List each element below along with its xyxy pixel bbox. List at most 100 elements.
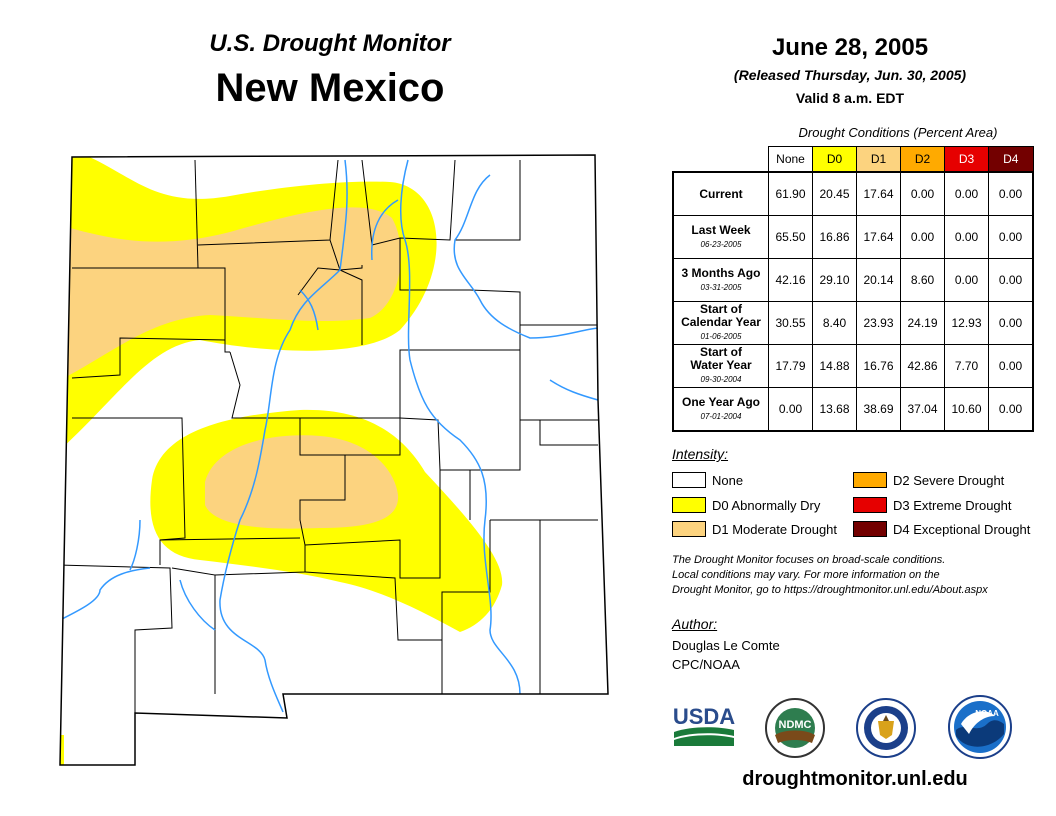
row-label-text: Start of: [700, 302, 742, 316]
state-title: New Mexico: [215, 66, 445, 110]
d1-area-south: [205, 435, 399, 529]
note-line: Local conditions may vary. For more info…: [672, 569, 940, 581]
table-row-one-year-ago: One Year Ago 07-01-2004 0.00 13.68 38.69 …: [672, 387, 1034, 432]
legend-label: D0 Abnormally Dry: [712, 497, 821, 513]
cell-value: 0.00: [900, 171, 945, 216]
legend-label: D1 Moderate Drought: [712, 521, 838, 537]
cell-value: 0.00: [900, 215, 945, 259]
cell-value: 61.90: [768, 171, 813, 216]
cell-value: 8.60: [900, 258, 945, 302]
rio-grande-river: [219, 159, 348, 713]
cell-value: 12.93: [944, 301, 989, 345]
col-header-d1: D1: [856, 146, 901, 173]
col-header-d2: D2: [900, 146, 945, 173]
row-label: Start of Calendar Year 01-06-2005: [672, 301, 769, 345]
disclaimer-note: The Drought Monitor focuses on broad-sca…: [672, 553, 1042, 598]
north-tributary: [299, 289, 319, 331]
legend-item-d4: D4 Exceptional Drought: [853, 521, 1030, 537]
east-branch: [549, 379, 599, 401]
row-label: 3 Months Ago 03-31-2005: [672, 258, 769, 302]
col-header-d4: D4: [988, 146, 1034, 173]
row-label-text: Current: [699, 186, 743, 201]
mid-tributary: [179, 579, 216, 631]
cell-value: 42.16: [768, 258, 813, 302]
cell-value: 23.93: [856, 301, 901, 345]
cell-value: 0.00: [988, 258, 1034, 302]
valid-time: Valid 8 a.m. EDT: [795, 90, 905, 106]
author-name: Douglas Le Comte: [672, 638, 780, 653]
cell-value: 0.00: [988, 215, 1034, 259]
cell-value: 14.88: [812, 344, 857, 388]
legend-item-d0: D0 Abnormally Dry: [672, 497, 820, 513]
row-label-text: Last Week: [691, 222, 751, 237]
row-date: 09-30-2004: [700, 375, 742, 384]
author-label: Author:: [672, 616, 718, 632]
cell-value: 17.64: [856, 171, 901, 216]
canadian-river: [453, 174, 599, 339]
cell-value: 0.00: [988, 301, 1034, 345]
report-date: June 28, 2005: [771, 34, 929, 61]
usda-logo-text: USDA: [673, 704, 735, 729]
table-row-3-months-ago: 3 Months Ago 03-31-2005 42.16 29.10 20.14…: [672, 258, 1034, 302]
cell-value: 0.00: [944, 258, 989, 302]
ndmc-logo: NDMC: [765, 698, 825, 758]
table-corner: [673, 146, 769, 173]
legend-swatch: [672, 521, 706, 537]
legend-label: D4 Exceptional Drought: [893, 521, 1031, 537]
cell-value: 0.00: [944, 171, 989, 216]
legend-item-d1: D1 Moderate Drought: [672, 521, 837, 537]
gila-river: [60, 567, 151, 621]
table-header-row: None D0 D1 D2 D3 D4: [673, 146, 1034, 173]
table-caption: Drought Conditions (Percent Area): [798, 125, 998, 140]
cell-value: 0.00: [768, 387, 813, 432]
cell-value: 17.79: [768, 344, 813, 388]
cell-value: 0.00: [988, 344, 1034, 388]
row-label: Current: [672, 171, 769, 216]
table-row-current: Current 61.90 20.45 17.64 0.00 0.00 0.00: [672, 171, 1034, 216]
cell-value: 30.55: [768, 301, 813, 345]
cell-value: 16.86: [812, 215, 857, 259]
table-row-start-water-year: Start of Water Year 09-30-2004 17.79 14.88…: [672, 344, 1034, 388]
cell-value: 29.10: [812, 258, 857, 302]
cell-value: 42.86: [900, 344, 945, 388]
drought-conditions-table: None D0 D1 D2 D3 D4 Current 61.90 20.45 …: [672, 146, 1034, 432]
table-row-start-calendar-year: Start of Calendar Year 01-06-2005 30.55 8.…: [672, 301, 1034, 345]
legend-label: D2 Severe Drought: [893, 472, 1005, 488]
row-label: Last Week 06-23-2005: [672, 215, 769, 259]
row-label: One Year Ago 07-01-2004: [672, 387, 769, 432]
legend-item-d3: D3 Extreme Drought: [853, 497, 1012, 513]
col-header-d3: D3: [944, 146, 989, 173]
col-header-none: None: [768, 146, 813, 173]
san-juan-branch: [129, 519, 141, 571]
cell-value: 0.00: [988, 387, 1034, 432]
legend-swatch: [672, 472, 706, 488]
state-outline: [59, 154, 609, 766]
upper-pecos-branch: [371, 199, 399, 261]
row-label-text-2: Water Year: [690, 358, 752, 372]
author-organization: CPC/NOAA: [672, 657, 740, 672]
row-date: 06-23-2005: [700, 239, 742, 249]
release-date: (Released Thursday, Jun. 30, 2005): [733, 67, 967, 83]
row-date: 07-01-2004: [700, 411, 742, 421]
cell-value: 20.45: [812, 171, 857, 216]
row-label: Start of Water Year 09-30-2004: [672, 344, 769, 388]
noaa-logo-text: NOAA: [975, 709, 999, 718]
row-label-text: 3 Months Ago: [681, 265, 761, 280]
cell-value: 10.60: [944, 387, 989, 432]
noaa-logo: NOAA: [948, 695, 1012, 759]
ndmc-logo-text: NDMC: [779, 719, 812, 731]
legend-title: Intensity:: [672, 446, 729, 462]
table-row-last-week: Last Week 06-23-2005 65.50 16.86 17.64 0.…: [672, 215, 1034, 259]
map-subtitle: U.S. Drought Monitor: [209, 30, 451, 57]
cell-value: 0.00: [944, 215, 989, 259]
pecos-river: [399, 159, 521, 695]
note-line: Drought Monitor, go to https://droughtmo…: [672, 584, 988, 596]
cell-value: 37.04: [900, 387, 945, 432]
footer-url[interactable]: droughtmonitor.unl.edu: [742, 768, 968, 790]
cell-value: 16.76: [856, 344, 901, 388]
cell-value: 0.00: [988, 171, 1034, 216]
legend-swatch: [853, 521, 887, 537]
usda-logo: USDA: [673, 704, 735, 746]
note-line: The Drought Monitor focuses on broad-sca…: [672, 554, 946, 566]
legend-label: None: [712, 472, 744, 488]
